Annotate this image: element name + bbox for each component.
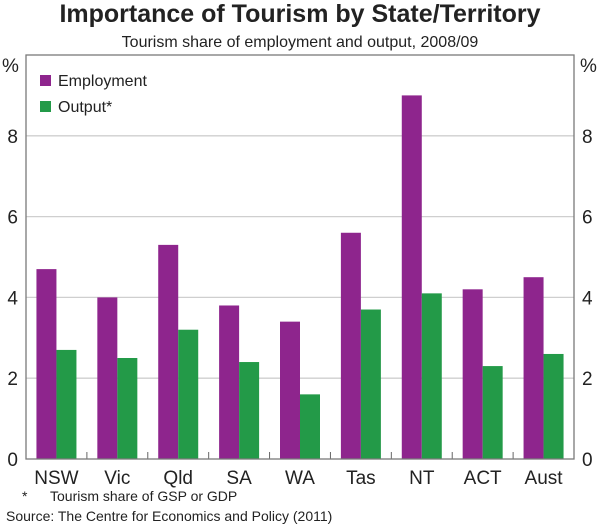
x-tick-label: ACT	[464, 468, 502, 489]
bar-output-sa	[239, 362, 260, 459]
x-tick-label: SA	[226, 468, 252, 489]
bar-output-tas	[360, 309, 381, 459]
bar-employment-nt	[401, 95, 422, 460]
bar-employment-wa	[280, 321, 300, 459]
y-tick-label-right: 2	[582, 369, 593, 390]
chart-subtitle: Tourism share of employment and output, …	[121, 34, 479, 51]
footnote-marker: *	[22, 488, 28, 504]
x-tick-label: NSW	[34, 468, 78, 489]
y-tick-label-right: 8	[582, 127, 593, 148]
x-tick-label: NT	[409, 468, 435, 489]
source-note: Source: The Centre for Economics and Pol…	[6, 508, 333, 524]
bar-output-vic	[117, 358, 138, 459]
bar-output-nt	[421, 293, 442, 459]
y-tick-label-right: 4	[582, 288, 593, 309]
y-tick-label-right: 6	[582, 208, 593, 229]
bar-employment-qld	[158, 244, 179, 459]
y-tick-label-left: 0	[7, 450, 18, 471]
chart-title: Importance of Tourism by State/Territory	[59, 0, 541, 28]
bar-employment-tas	[340, 232, 361, 459]
legend-swatch-employment	[40, 75, 51, 86]
legend-label: Employment	[58, 73, 147, 90]
x-tick-label: Vic	[104, 468, 130, 489]
bar-output-qld	[178, 329, 199, 459]
legend-swatch-output	[40, 101, 51, 112]
bar-employment-sa	[219, 305, 240, 459]
legend-label: Output*	[58, 99, 112, 116]
bar-output-wa	[300, 394, 320, 459]
bar-employment-vic	[97, 297, 118, 459]
bar-output-act	[482, 366, 503, 459]
bar-employment-act	[462, 289, 483, 459]
y-axis-unit-right: %	[580, 56, 597, 77]
bar-output-aust	[543, 353, 564, 459]
y-tick-label-left: 4	[7, 288, 18, 309]
x-tick-label: Tas	[346, 468, 376, 489]
footnote-text: Tourism share of GSP or GDP	[50, 488, 238, 504]
y-tick-label-left: 2	[7, 369, 18, 390]
y-axis-unit-left: %	[2, 56, 19, 77]
x-tick-label: WA	[285, 468, 315, 489]
y-tick-label-right: 0	[582, 450, 593, 471]
bar-employment-aust	[523, 277, 544, 459]
bar-output-nsw	[56, 349, 77, 459]
bar-employment-nsw	[36, 269, 57, 459]
plot-frame	[25, 54, 575, 460]
y-tick-label-left: 6	[7, 208, 18, 229]
footnote: * Tourism share of GSP or GDP	[6, 488, 237, 504]
y-tick-label-left: 8	[7, 127, 18, 148]
x-tick-label: Aust	[525, 468, 564, 489]
x-tick-label: Qld	[163, 468, 193, 489]
